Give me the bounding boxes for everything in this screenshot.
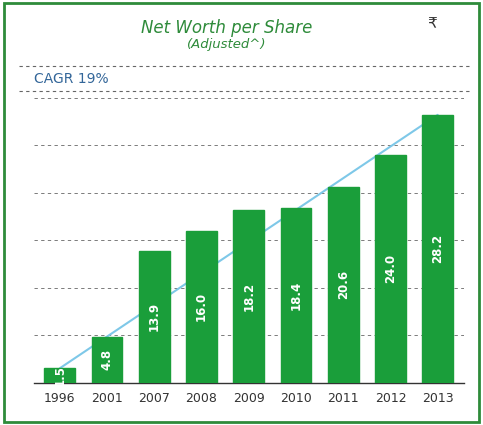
- Text: 4.8: 4.8: [100, 349, 114, 370]
- Bar: [375, 155, 406, 382]
- Text: 18.2: 18.2: [242, 282, 255, 311]
- Bar: [281, 208, 312, 382]
- Text: 28.2: 28.2: [431, 234, 444, 263]
- Bar: [139, 251, 170, 382]
- Bar: [328, 187, 358, 382]
- Text: 1.5: 1.5: [53, 365, 66, 386]
- Bar: [186, 231, 217, 382]
- Bar: [44, 368, 75, 382]
- Text: CAGR 19%: CAGR 19%: [34, 72, 109, 85]
- Text: (Adjusted^): (Adjusted^): [187, 38, 267, 51]
- Text: 18.4: 18.4: [289, 280, 302, 310]
- Text: Net Worth per Share: Net Worth per Share: [142, 19, 313, 37]
- Bar: [233, 210, 264, 382]
- Text: 13.9: 13.9: [148, 302, 161, 331]
- Text: 16.0: 16.0: [195, 292, 208, 321]
- Text: ₹: ₹: [427, 16, 437, 31]
- Bar: [422, 115, 453, 382]
- Text: 24.0: 24.0: [384, 254, 397, 283]
- Text: 20.6: 20.6: [337, 270, 350, 299]
- Bar: [92, 337, 122, 382]
